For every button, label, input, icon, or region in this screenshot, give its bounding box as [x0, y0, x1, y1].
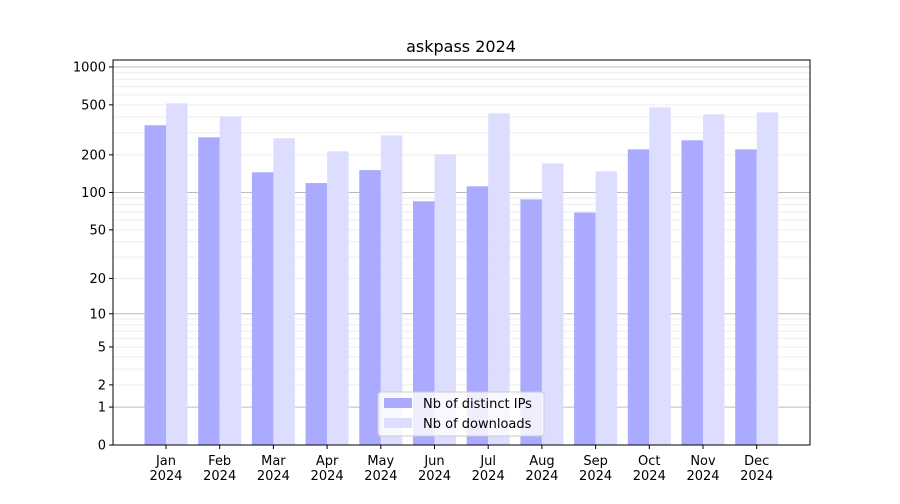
bar-distinct-ips — [574, 212, 596, 445]
bar-downloads — [649, 107, 671, 446]
legend: Nb of distinct IPs Nb of downloads — [377, 391, 545, 437]
legend-label: Nb of downloads — [423, 417, 532, 432]
y-tick-label: 500 — [81, 98, 106, 113]
y-tick-label: 10 — [89, 307, 106, 322]
chart-title: askpass 2024 — [406, 37, 516, 56]
x-tick-label: Aug — [529, 454, 554, 469]
bar-distinct-ips — [735, 149, 757, 446]
x-tick-label: Jun — [423, 454, 444, 469]
x-tick-label: Jan — [155, 454, 176, 469]
x-tick-label: Jul — [479, 454, 496, 469]
bar-downloads — [541, 163, 564, 446]
x-tick-label: 2024 — [149, 469, 182, 484]
y-tick-label: 1 — [98, 401, 106, 416]
bar-downloads — [703, 114, 725, 446]
x-tick-label: Mar — [261, 454, 286, 469]
y-tick-label: 5 — [98, 340, 106, 355]
y-tick-label: 200 — [81, 148, 106, 163]
bar-downloads — [595, 171, 618, 445]
y-axis: 0 1 2 5 10 20 50 100 200 500 1000 — [73, 60, 113, 454]
x-axis: Jan2024Feb2024Mar2024Apr2024May2024Jun20… — [149, 445, 773, 484]
x-tick-label: 2024 — [203, 469, 236, 484]
x-tick-label: Sep — [583, 454, 608, 469]
x-tick-label: 2024 — [418, 469, 451, 484]
bar-distinct-ips — [627, 149, 650, 446]
bar-distinct-ips — [305, 183, 328, 446]
x-tick-label: 2024 — [740, 469, 773, 484]
x-tick-label: 2024 — [579, 469, 612, 484]
bar-downloads — [273, 138, 295, 445]
x-tick-label: Dec — [744, 454, 769, 469]
x-tick-label: 2024 — [472, 469, 505, 484]
y-tick-label: 0 — [98, 439, 106, 454]
legend-swatch — [384, 398, 412, 408]
x-tick-label: Feb — [208, 454, 231, 469]
y-tick-label: 1000 — [73, 60, 106, 75]
bar-distinct-ips — [466, 186, 489, 445]
bar-distinct-ips — [359, 170, 381, 445]
bar-distinct-ips — [198, 137, 220, 445]
y-tick-label: 100 — [81, 186, 106, 201]
x-tick-label: May — [367, 454, 394, 469]
x-tick-label: 2024 — [257, 469, 290, 484]
y-tick-label: 20 — [89, 272, 106, 287]
legend-box — [377, 391, 545, 437]
bar-distinct-ips — [144, 125, 166, 446]
x-tick-label: Oct — [638, 454, 660, 469]
x-tick-label: Apr — [316, 454, 339, 469]
bar-distinct-ips — [413, 201, 435, 445]
x-tick-label: 2024 — [311, 469, 344, 484]
bar-downloads — [166, 103, 188, 445]
plot-frame — [112, 59, 811, 446]
bar-downloads — [219, 116, 242, 445]
bar-downloads — [327, 151, 349, 445]
x-tick-label: 2024 — [633, 469, 666, 484]
x-tick-label: 2024 — [364, 469, 397, 484]
bar-downloads — [488, 113, 510, 445]
bar-distinct-ips — [251, 172, 274, 446]
x-tick-label: 2024 — [686, 469, 719, 484]
bars — [144, 103, 779, 446]
bar-downloads — [380, 135, 403, 446]
x-tick-label: Nov — [690, 454, 716, 469]
x-tick-label: 2024 — [525, 469, 558, 484]
bar-distinct-ips — [681, 140, 703, 446]
bar-downloads — [434, 154, 456, 445]
legend-label: Nb of distinct IPs — [423, 397, 532, 412]
y-tick-label: 2 — [98, 378, 106, 393]
bar-downloads — [756, 112, 779, 445]
bar-distinct-ips — [520, 199, 542, 445]
y-tick-label: 50 — [89, 223, 106, 238]
legend-swatch — [384, 418, 412, 428]
